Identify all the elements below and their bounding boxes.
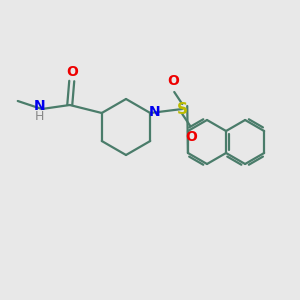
Text: N: N — [34, 99, 46, 113]
Text: S: S — [177, 101, 188, 116]
Text: H: H — [35, 110, 44, 124]
Text: O: O — [185, 130, 197, 144]
Text: N: N — [148, 105, 160, 119]
Text: O: O — [167, 74, 179, 88]
Text: O: O — [66, 65, 78, 79]
